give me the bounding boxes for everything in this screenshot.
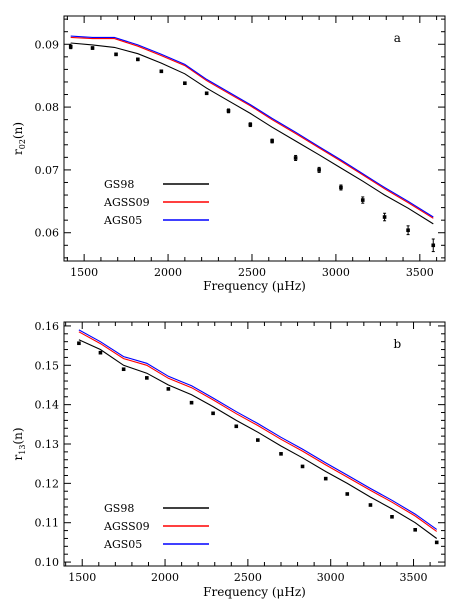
y-axis-label: r13(n)	[11, 427, 27, 460]
data-point	[406, 228, 410, 233]
data-point	[317, 168, 321, 172]
data-point	[183, 81, 187, 86]
plot-frame	[63, 15, 446, 262]
y-tick-label: 0.15	[35, 359, 60, 372]
data-point	[189, 400, 194, 405]
data-point	[90, 46, 95, 50]
y-tick-label: 0.14	[35, 399, 60, 412]
panel-letter: b	[394, 337, 402, 351]
data-point	[211, 411, 215, 416]
data-point	[368, 503, 373, 507]
x-tick-label: 3000	[322, 266, 350, 279]
data-point	[270, 139, 274, 143]
data-point	[121, 367, 126, 372]
y-tick-label: 0.13	[35, 438, 60, 451]
legend-label: GS98	[104, 502, 134, 515]
data-point	[256, 438, 260, 442]
series-line-ags05	[78, 329, 438, 530]
x-tick-label: 3500	[400, 571, 428, 584]
data-point	[114, 52, 118, 57]
data-point	[136, 57, 140, 62]
x-tick-label: 1500	[68, 571, 96, 584]
x-tick-label: 3500	[406, 266, 434, 279]
series-line-ags05	[70, 35, 434, 218]
data-point	[279, 452, 283, 456]
y-tick-label: 0.10	[35, 556, 60, 569]
series-line-agss09	[78, 331, 438, 532]
panel-b: 1500 2000 2500 3000 3500 0.10 0.11 0.12 0.13 0.14…	[11, 320, 446, 599]
data-point	[300, 464, 305, 469]
x-tick-label: 2000	[151, 571, 179, 584]
panel-letter: a	[394, 31, 401, 45]
data-point	[434, 540, 439, 545]
y-tick-label: 0.16	[35, 320, 60, 333]
x-axis-label: Frequency (μHz)	[203, 279, 306, 293]
y-axis-label: r02(n)	[11, 122, 27, 155]
data-point	[390, 515, 394, 519]
legend-label: AGS05	[103, 214, 142, 227]
data-point	[159, 69, 164, 74]
data-point	[77, 341, 81, 346]
data-point	[226, 109, 231, 113]
data-point	[248, 122, 253, 127]
data-point	[382, 215, 387, 219]
y-tick-label: 0.12	[35, 477, 60, 490]
y-tick-label: 0.11	[35, 517, 60, 530]
legend-label: AGS05	[103, 538, 142, 551]
data-point	[360, 198, 365, 202]
data-point	[166, 387, 171, 391]
data-point	[345, 492, 350, 496]
data-point	[431, 243, 436, 248]
series-line-agss09	[70, 36, 434, 219]
data-point	[339, 185, 343, 190]
x-tick-label: 3000	[317, 571, 345, 584]
y-tick-label: 0.09	[35, 38, 60, 51]
data-point	[323, 476, 328, 481]
data-point	[204, 91, 209, 96]
x-tick-label: 2000	[154, 266, 182, 279]
y-tick-label: 0.06	[35, 227, 60, 240]
data-point	[293, 156, 298, 160]
y-tick-label: 0.07	[35, 164, 60, 177]
series-line-gs98	[70, 42, 434, 225]
panel-a: 1500 2000 2500 3000 3500 0.06 0.07 0.08 0.09 a GS9…	[11, 15, 446, 293]
data-point	[145, 376, 149, 380]
data-point	[98, 350, 103, 355]
series-line-gs98	[78, 339, 438, 539]
x-tick-label: 2500	[234, 571, 262, 584]
data-point	[234, 424, 239, 429]
data-point	[68, 44, 73, 49]
x-tick-label: 1500	[70, 266, 98, 279]
y-tick-label: 0.08	[35, 101, 60, 114]
legend-label: AGSS09	[103, 520, 150, 533]
data-point	[413, 527, 417, 532]
legend-label: AGSS09	[103, 196, 150, 209]
legend-label: GS98	[104, 178, 134, 191]
x-axis-label: Frequency (μHz)	[203, 585, 306, 599]
x-tick-label: 2500	[238, 266, 266, 279]
